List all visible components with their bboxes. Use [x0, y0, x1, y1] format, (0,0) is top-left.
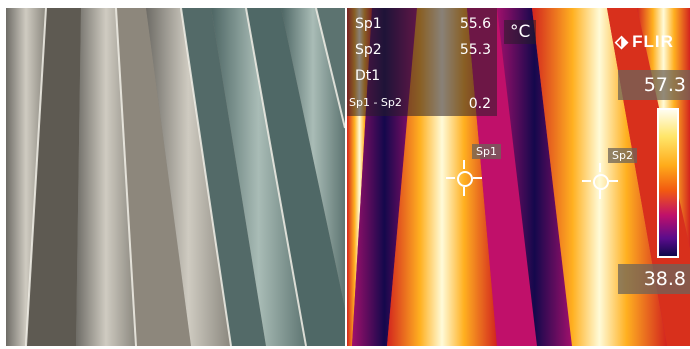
spot-label: Sp2: [608, 148, 637, 163]
spot-marker-crosshair-icon: [582, 163, 618, 199]
measurement-value: 55.3: [459, 42, 491, 58]
measurement-table: Sp1 55.6 Sp2 55.3 Dt1 Sp1 - Sp2 0.2: [347, 8, 497, 116]
temperature-unit: °C: [504, 20, 537, 44]
visible-photo: [6, 8, 345, 346]
roof-photo-image: [6, 8, 345, 346]
measurement-value: 0.2: [468, 96, 491, 112]
measurement-label: Sp2: [355, 42, 382, 58]
measurement-row: Dt1: [347, 68, 497, 88]
flir-logo-icon: ⬗: [615, 32, 630, 51]
scale-min-value: 38.8: [618, 264, 690, 294]
scale-max-value: 57.3: [618, 70, 690, 100]
spot-label: Sp1: [472, 144, 501, 159]
measurement-row: Sp1 - Sp2 0.2: [347, 96, 497, 116]
thermal-image: Sp1 55.6 Sp2 55.3 Dt1 Sp1 - Sp2 0.2 °C ⬗…: [347, 8, 690, 346]
measurement-label: Sp1 - Sp2: [349, 96, 402, 109]
logo-text: FLIR: [632, 32, 674, 51]
measurement-row: Sp2 55.3: [347, 42, 497, 62]
measurement-value: 55.6: [459, 16, 491, 32]
color-scale-bar: [657, 108, 679, 258]
measurement-row: Sp1 55.6: [347, 16, 497, 36]
measurement-label: Dt1: [355, 68, 381, 84]
spot-marker-crosshair-icon: [446, 160, 482, 196]
measurement-label: Sp1: [355, 16, 382, 32]
camera-logo: ⬗ FLIR: [615, 32, 674, 52]
